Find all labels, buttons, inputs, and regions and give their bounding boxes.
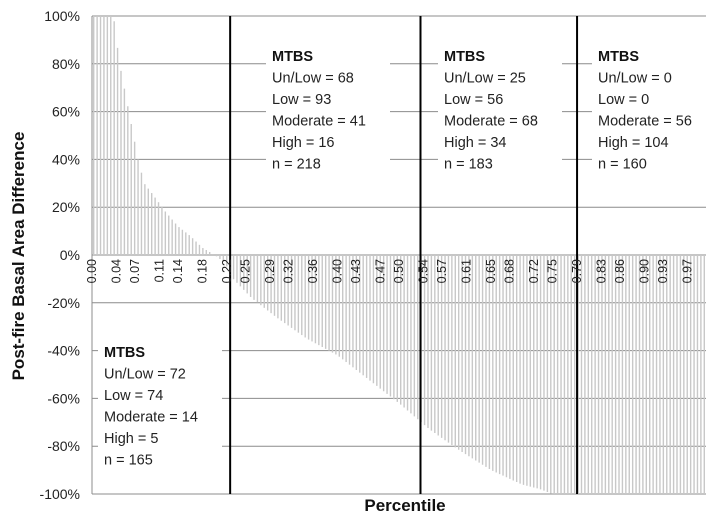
x-tick-label: 0.29 (263, 259, 277, 283)
x-tick-label: 0.32 (281, 259, 295, 283)
annotation-line: Low = 0 (598, 92, 649, 108)
annotation-line: Moderate = 68 (444, 114, 538, 130)
annotation-block: MTBS Un/Low = 25 Low = 56 Moderate = 68 High… (438, 45, 562, 176)
x-tick-label: 0.61 (460, 259, 474, 283)
annotation-background (266, 45, 390, 176)
annotation-line: n = 165 (104, 453, 153, 469)
y-tick-label: 40% (52, 151, 80, 167)
annotation-title: MTBS (104, 345, 145, 361)
y-tick-label: 100% (44, 8, 80, 24)
y-tick-label: 60% (52, 104, 80, 120)
annotation-line: High = 34 (444, 135, 506, 151)
y-tick-label: 0% (60, 247, 80, 263)
x-tick-label: 0.14 (171, 259, 185, 283)
annotation-line: n = 160 (598, 157, 647, 173)
annotation-line: Un/Low = 0 (598, 71, 672, 87)
x-tick-label: 0.00 (85, 259, 99, 283)
annotation-line: High = 5 (104, 431, 158, 447)
x-tick-labels: 0.00 0.04 0.07 0.11 0.14 0.18 0.22 0.25 0.29 0.32… (85, 259, 695, 283)
y-tick-label: -100% (40, 486, 80, 502)
x-tick-label: 0.72 (527, 259, 541, 283)
gridlines (91, 15, 706, 495)
annotation-block: MTBS Un/Low = 0 Low = 0 Moderate = 56 High =… (592, 45, 708, 176)
x-tick-label: 0.65 (484, 259, 498, 283)
annotation-line: Moderate = 14 (104, 410, 198, 426)
bars (93, 16, 705, 494)
annotation-background (592, 45, 708, 176)
x-tick-label: 0.75 (546, 259, 560, 283)
x-tick-label: 0.47 (374, 259, 388, 283)
x-tick-label: 0.79 (570, 259, 584, 283)
x-axis-title: Percentile (364, 496, 445, 515)
x-tick-label: 0.50 (392, 259, 406, 283)
x-tick-label: 0.18 (196, 259, 210, 283)
x-tick-label: 0.86 (613, 259, 627, 283)
annotation-line: Un/Low = 68 (272, 71, 354, 87)
y-tick-label: 80% (52, 56, 80, 72)
annotation-line: Moderate = 41 (272, 114, 366, 130)
annotation-title: MTBS (598, 49, 639, 65)
x-tick-label: 0.90 (638, 259, 652, 283)
annotation-line: High = 104 (598, 135, 669, 151)
annotation-line: Moderate = 56 (598, 114, 692, 130)
annotation-line: High = 16 (272, 135, 334, 151)
x-tick-label: 0.83 (595, 259, 609, 283)
annotation-block: MTBS Un/Low = 68 Low = 93 Moderate = 41 High… (266, 45, 390, 176)
y-tick-label: 20% (52, 199, 80, 215)
x-tick-label: 0.43 (349, 259, 363, 283)
annotation-title: MTBS (444, 49, 485, 65)
x-tick-label: 0.22 (220, 259, 234, 283)
x-tick-label: 0.25 (239, 259, 253, 283)
x-tick-label: 0.57 (435, 259, 449, 283)
annotation-line: Low = 56 (444, 92, 503, 108)
annotation-title: MTBS (272, 49, 313, 65)
annotation-line: n = 218 (272, 157, 321, 173)
x-tick-label: 0.11 (153, 259, 167, 282)
annotation-line: n = 183 (444, 157, 493, 173)
x-tick-label: 0.97 (681, 259, 695, 283)
annotation-line: Low = 93 (272, 92, 331, 108)
y-tick-labels: 100% 80% 60% 40% 20% 0% -20% -40% -60% -80% -100% (40, 8, 80, 502)
y-tick-label: -60% (47, 390, 80, 406)
annotation-line: Un/Low = 72 (104, 367, 186, 383)
annotation-line: Un/Low = 25 (444, 71, 526, 87)
annotation-background (98, 341, 222, 472)
x-tick-label: 0.54 (417, 259, 431, 283)
y-tick-label: -80% (47, 438, 80, 454)
x-tick-label: 0.40 (331, 259, 345, 283)
y-axis-title: Post-fire Basal Area Difference (9, 132, 28, 381)
y-tick-label: -40% (47, 343, 80, 359)
annotations: MTBS Un/Low = 72 Low = 74 Moderate = 14 High… (98, 45, 708, 472)
x-tick-label: 0.07 (128, 259, 142, 283)
x-tick-label: 0.36 (306, 259, 320, 283)
annotation-background (438, 45, 562, 176)
y-tick-label: -20% (47, 295, 80, 311)
x-tick-label: 0.93 (656, 259, 670, 283)
annotation-line: Low = 74 (104, 388, 163, 404)
annotation-block: MTBS Un/Low = 72 Low = 74 Moderate = 14 High… (98, 341, 222, 472)
x-tick-label: 0.04 (110, 259, 124, 283)
x-tick-label: 0.68 (503, 259, 517, 283)
percentile-dividers (229, 16, 579, 494)
